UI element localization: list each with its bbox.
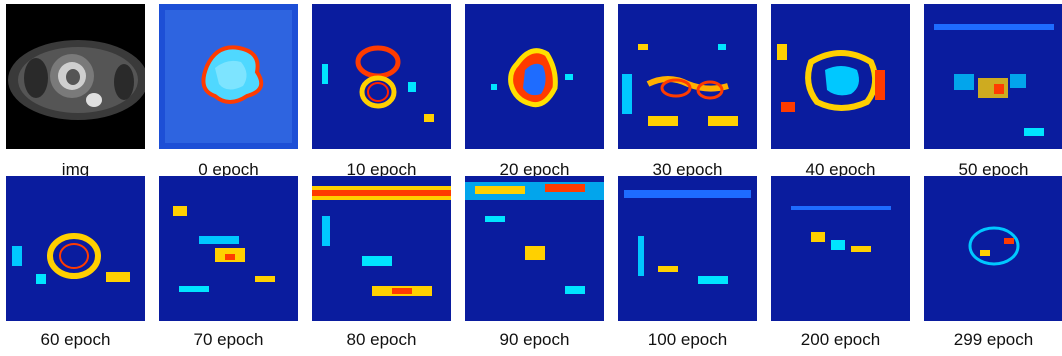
panel-epoch-30	[618, 4, 757, 149]
panel-label: 40 epoch	[805, 160, 876, 179]
panel-label: 80 epoch	[346, 330, 417, 349]
panel-epoch-20	[465, 4, 604, 149]
panel-label: 30 epoch	[652, 160, 723, 179]
panel-epoch-200	[771, 176, 910, 321]
panel-label: 90 epoch	[499, 330, 570, 349]
panel-label: 0 epoch	[198, 160, 259, 179]
panel-img	[6, 4, 145, 149]
panel-epoch-80	[312, 176, 451, 321]
panel-label: 200 epoch	[800, 330, 881, 349]
panel-epoch-299	[924, 176, 1062, 321]
panel-label: img	[61, 160, 90, 179]
panel-epoch-40	[771, 4, 910, 149]
panel-epoch-0	[159, 4, 298, 149]
panel-epoch-10	[312, 4, 451, 149]
panel-epoch-60	[6, 176, 145, 321]
panel-epoch-90	[465, 176, 604, 321]
panel-label: 10 epoch	[346, 160, 417, 179]
panel-label: 299 epoch	[953, 330, 1034, 349]
panel-epoch-100	[618, 176, 757, 321]
panel-label: 50 epoch	[958, 160, 1029, 179]
panel-label: 60 epoch	[40, 330, 111, 349]
panel-epoch-50	[924, 4, 1062, 149]
panel-label: 70 epoch	[193, 330, 264, 349]
panel-epoch-70	[159, 176, 298, 321]
panel-label: 20 epoch	[499, 160, 570, 179]
panel-label: 100 epoch	[647, 330, 728, 349]
